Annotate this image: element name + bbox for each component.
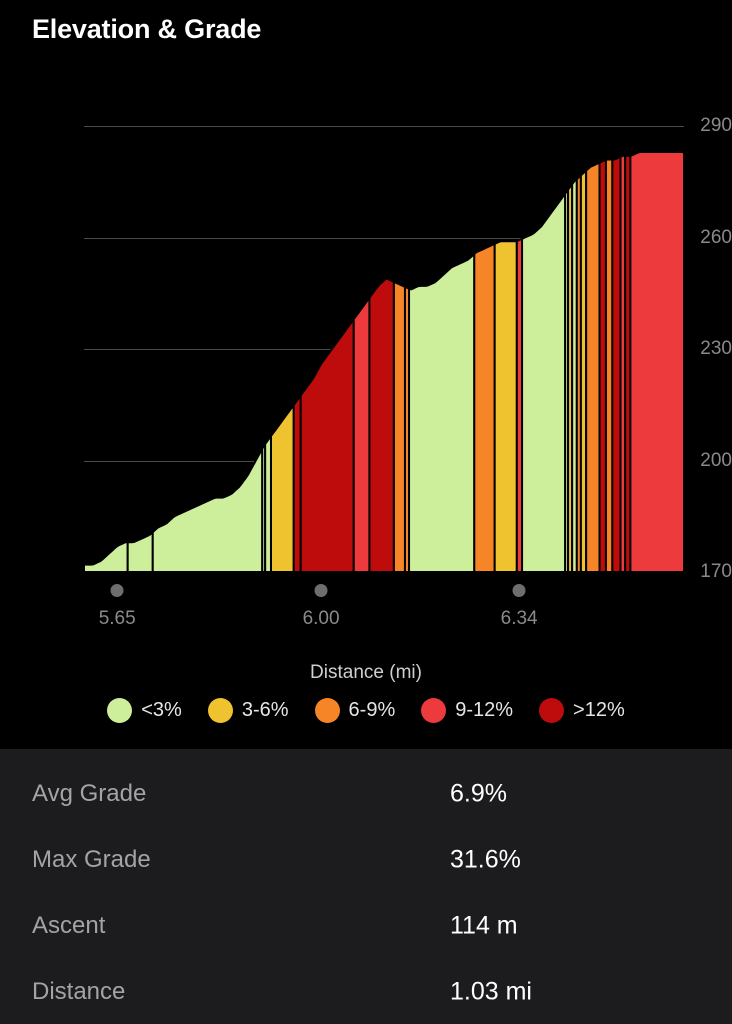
- stat-value: 6.9%: [450, 779, 507, 808]
- gridline: [84, 237, 684, 239]
- grade-segment: [368, 277, 395, 573]
- grade-segment: [299, 316, 355, 573]
- stats-panel: Avg Grade 6.9% Max Grade 31.6% Ascent 114 m Di…: [0, 749, 732, 1024]
- legend-color-swatch-icon: [207, 698, 233, 723]
- legend-color-swatch-icon: [539, 698, 565, 723]
- grade-segment: [629, 151, 685, 573]
- legend-item-0[interactable]: <3%: [107, 698, 182, 723]
- grade-legend: <3% 3-6% 6-9% 9-12% >12%: [0, 698, 732, 723]
- grade-segment: [292, 392, 302, 573]
- legend-item-4[interactable]: >12%: [539, 698, 625, 723]
- chart-plot-area[interactable]: 290 260 230 200 170: [0, 74, 732, 594]
- grade-segment: [493, 240, 518, 573]
- grade-segment: [352, 294, 371, 573]
- x-axis-tick: 5.65: [99, 584, 136, 630]
- legend-item-label: <3%: [141, 699, 182, 721]
- stat-label: Avg Grade: [32, 780, 147, 807]
- stat-label: Ascent: [32, 912, 106, 939]
- elevation-chart-card[interactable]: 290 260 230 200 170 5.65 6.00 6.34 Distance (m…: [0, 74, 732, 749]
- x-axis-title: Distance (mi): [310, 662, 422, 683]
- grade-segment: [585, 161, 601, 573]
- legend-color-swatch-icon: [107, 698, 133, 723]
- x-axis-tick: 6.34: [501, 584, 538, 630]
- grade-segment: [83, 541, 129, 573]
- legend-item-label: >12%: [573, 699, 625, 721]
- grade-segment: [521, 190, 567, 573]
- stat-row: Max Grade 31.6%: [0, 827, 732, 893]
- y-axis-tick-label: 200: [700, 449, 732, 471]
- stat-row: Distance 1.03 mi: [0, 959, 732, 1024]
- x-axis-tick-label: 6.34: [500, 608, 538, 629]
- y-axis-tick-label: 260: [700, 226, 732, 248]
- grade-segment: [408, 251, 476, 573]
- y-axis-tick-label: 230: [700, 338, 732, 359]
- x-axis-tick-dot: [314, 584, 328, 597]
- x-axis-ticks: 5.65 6.00 6.34: [0, 584, 732, 654]
- grade-segment: [269, 401, 295, 573]
- x-axis-tick-dot: [512, 584, 526, 597]
- x-axis-tick: 6.00: [303, 584, 340, 630]
- legend-item-label: 9-12%: [455, 699, 514, 721]
- legend-color-swatch-icon: [421, 698, 447, 723]
- grade-segment: [392, 280, 406, 573]
- stat-value: 114 m: [450, 911, 518, 940]
- grade-segment: [151, 448, 264, 573]
- x-axis-tick-label: 6.00: [302, 608, 340, 629]
- y-axis-tick-label: 170: [700, 561, 732, 582]
- x-axis-tick-dot: [110, 584, 124, 597]
- gridline: [84, 126, 684, 127]
- elevation-area-series: [83, 151, 685, 573]
- stat-value: 31.6%: [450, 845, 521, 874]
- legend-item-2[interactable]: 6-9%: [314, 698, 396, 723]
- legend-item-label: 6-9%: [348, 699, 396, 721]
- x-axis-tick-label: 5.65: [98, 608, 136, 629]
- stat-row: Avg Grade 6.9%: [0, 761, 732, 827]
- grade-segment: [611, 155, 622, 573]
- y-axis-tick-label: 290: [700, 115, 732, 136]
- stat-label: Max Grade: [32, 846, 151, 873]
- legend-item-label: 3-6%: [241, 699, 289, 721]
- legend-item-3[interactable]: 9-12%: [421, 698, 513, 723]
- grade-segment: [473, 242, 496, 573]
- stat-row: Ascent 114 m: [0, 893, 732, 959]
- legend-item-1[interactable]: 3-6%: [207, 698, 289, 723]
- grade-segment: [126, 529, 154, 573]
- page-title: Elevation & Grade: [32, 14, 262, 44]
- legend-color-swatch-icon: [314, 698, 340, 723]
- stat-value: 1.03 mi: [450, 977, 532, 1006]
- stat-label: Distance: [32, 978, 126, 1005]
